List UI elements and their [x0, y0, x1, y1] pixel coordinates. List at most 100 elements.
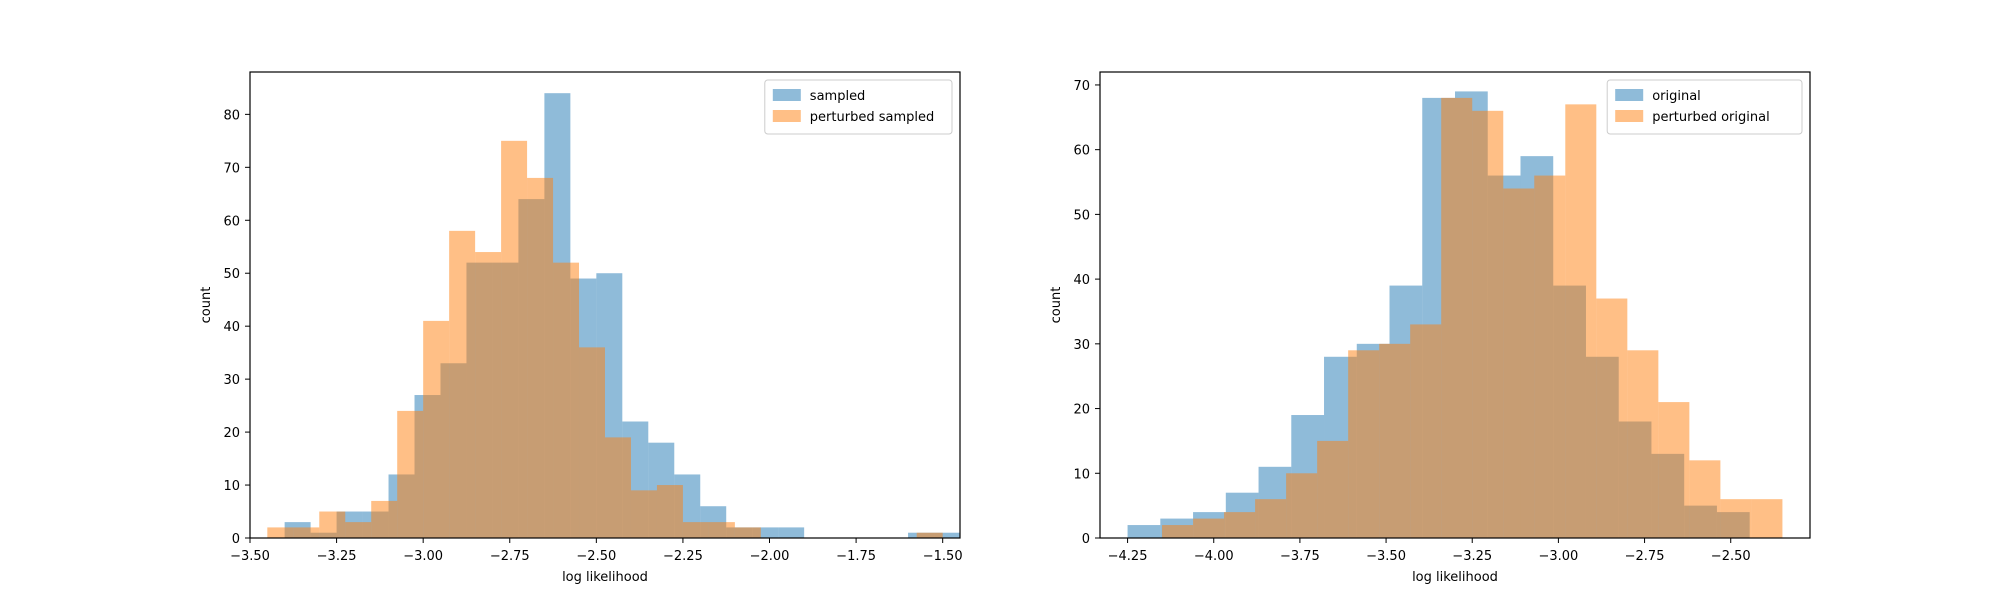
bar — [371, 500, 398, 538]
legend: original perturbed original — [1606, 79, 1803, 135]
bar — [1596, 298, 1628, 538]
bar — [1503, 188, 1535, 538]
bar — [267, 527, 294, 538]
bar — [1379, 343, 1411, 538]
y-tick-label: 40 — [1073, 273, 1090, 288]
bar — [708, 522, 735, 538]
x-tick-label: −1.75 — [836, 549, 876, 564]
bar — [1565, 104, 1597, 538]
legend: sampled perturbed sampled — [764, 79, 953, 135]
x-axis-label: log likelihood — [562, 570, 648, 585]
y-tick-label: 60 — [223, 214, 240, 229]
bar — [553, 262, 580, 538]
series-perturbed-sampled — [267, 140, 943, 538]
bar — [1317, 440, 1349, 538]
y-tick-label: 0 — [232, 532, 240, 547]
x-axis-label: log likelihood — [1412, 570, 1498, 585]
x-tick-label: −4.00 — [1194, 549, 1234, 564]
bar — [734, 527, 761, 538]
legend-swatch — [1615, 89, 1644, 101]
legend-label: original — [1652, 89, 1701, 104]
x-tick-label: −3.25 — [317, 549, 357, 564]
bar — [1534, 175, 1566, 539]
bar — [682, 522, 709, 538]
legend-box — [764, 79, 953, 135]
bar — [656, 485, 683, 538]
bar — [1410, 324, 1442, 538]
y-tick-label: 60 — [1073, 144, 1090, 159]
x-tick-label: −3.00 — [1538, 549, 1578, 564]
bar — [449, 230, 476, 538]
bar — [345, 522, 372, 538]
x-tick-label: −2.50 — [1711, 549, 1751, 564]
y-tick-label: 30 — [1073, 338, 1090, 353]
bar — [1193, 518, 1225, 538]
legend-label: sampled — [810, 89, 866, 104]
legend-box — [1606, 79, 1803, 135]
bar — [1658, 402, 1690, 538]
bar — [579, 347, 605, 538]
x-tick-label: −2.50 — [576, 549, 616, 564]
bar — [1348, 350, 1380, 538]
y-tick-label: 50 — [1073, 208, 1090, 223]
plot-frame — [1099, 71, 1811, 539]
bar — [527, 177, 554, 538]
chart-2: −4.25 −4.00 −3.75 −3.50 −3.25 −3.00 −2.75 −2.50… — [1049, 71, 1811, 585]
bar — [475, 252, 502, 538]
x-tick-label: −4.25 — [1108, 549, 1148, 564]
bar — [1127, 525, 1161, 538]
legend-label: perturbed sampled — [810, 110, 934, 125]
x-tick-label: −2.75 — [1625, 549, 1665, 564]
bar — [1751, 499, 1783, 538]
bar — [1720, 499, 1752, 538]
series-perturbed-original — [1162, 97, 1783, 539]
bar — [1627, 350, 1659, 538]
bar — [934, 532, 960, 538]
bar — [1255, 499, 1287, 538]
x-tick-label: −2.75 — [490, 549, 530, 564]
y-tick-label: 10 — [1073, 467, 1090, 482]
x-tick-label: −3.00 — [403, 549, 443, 564]
bar — [1286, 473, 1318, 538]
x-tick-label: −3.75 — [1280, 549, 1320, 564]
legend-swatch — [1615, 110, 1644, 122]
bar — [1689, 460, 1721, 538]
bar — [1472, 110, 1504, 538]
bar — [1441, 97, 1473, 538]
x-tick-label: −1.50 — [923, 549, 963, 564]
y-axis-label: count — [199, 287, 214, 324]
bar — [397, 410, 424, 538]
legend-swatch — [772, 110, 801, 122]
legend-label: perturbed original — [1652, 110, 1770, 125]
y-tick-label: 40 — [223, 320, 240, 335]
y-axis-label: count — [1049, 287, 1064, 324]
x-tick-label: −2.00 — [750, 549, 790, 564]
bar — [778, 527, 805, 538]
y-tick-label: 70 — [223, 161, 240, 176]
bar — [916, 532, 943, 538]
bar — [423, 320, 450, 538]
x-tick-label: −3.50 — [1366, 549, 1406, 564]
y-tick-label: 20 — [223, 426, 240, 441]
chart-1: −3.50 −3.25 −3.00 −2.75 −2.50 −2.25 −2.00 −1.75… — [199, 71, 963, 585]
bar — [1162, 525, 1194, 538]
bar — [605, 437, 631, 538]
plot-frame — [249, 71, 961, 539]
y-tick-label: 50 — [223, 267, 240, 282]
y-tick-label: 30 — [223, 373, 240, 388]
y-tick-label: 0 — [1082, 532, 1090, 547]
bar — [630, 490, 657, 538]
x-tick-label: −3.25 — [1452, 549, 1492, 564]
bar — [293, 527, 320, 538]
bar — [1224, 512, 1256, 538]
bar — [752, 527, 779, 538]
x-tick-label: −3.50 — [230, 549, 270, 564]
y-tick-label: 80 — [223, 108, 240, 123]
y-tick-label: 70 — [1073, 79, 1090, 94]
y-tick-label: 10 — [223, 479, 240, 494]
bar — [319, 511, 346, 538]
x-tick-label: −2.25 — [663, 549, 703, 564]
y-tick-label: 20 — [1073, 403, 1090, 418]
legend-swatch — [772, 89, 801, 101]
